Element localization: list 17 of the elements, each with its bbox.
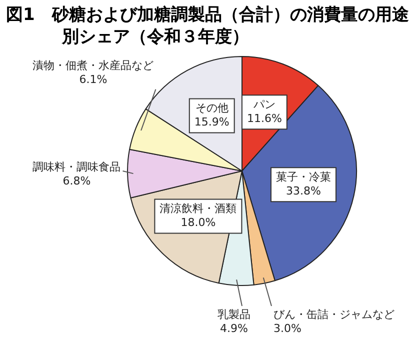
slice-label: 菓子・冷菓 xyxy=(276,170,331,184)
data-label: 33.8% xyxy=(286,184,321,198)
data-label: 15.9% xyxy=(194,116,230,129)
data-label: 4.9% xyxy=(220,322,248,335)
slice-label: その他 xyxy=(195,102,228,115)
slice-label: 漬物・佃煮・水産品など xyxy=(32,59,154,72)
data-label: 6.1% xyxy=(79,73,108,86)
chart-title: 図1 砂糖および加糖調製品（合計）の消費量の用途別シェア（令和３年度） xyxy=(5,4,410,49)
slice-label: 調味料・調味食品 xyxy=(32,160,121,174)
slice-label: 清涼飲料・酒類 xyxy=(160,202,237,216)
slice-label: びん・缶詰・ジャムなど xyxy=(273,308,394,321)
data-label: 6.8% xyxy=(62,174,91,188)
slice-label: パン xyxy=(252,98,276,112)
data-label: 3.0% xyxy=(273,322,302,335)
slice-label: 乳製品 xyxy=(217,308,250,321)
data-label: 18.0% xyxy=(180,216,216,230)
data-label: 11.6% xyxy=(246,112,282,126)
